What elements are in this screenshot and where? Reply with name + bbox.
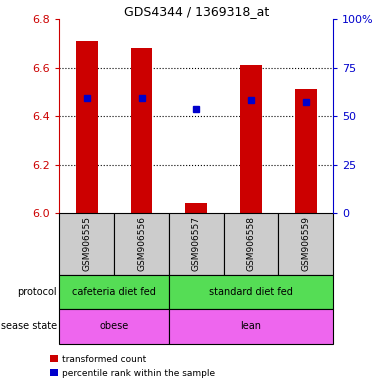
Text: GSM906558: GSM906558 xyxy=(247,216,255,271)
Bar xyxy=(169,213,224,275)
Bar xyxy=(295,89,317,213)
Text: obese: obese xyxy=(100,321,129,331)
Bar xyxy=(169,275,333,309)
Bar xyxy=(59,275,169,309)
Bar xyxy=(131,48,152,213)
Text: GSM906555: GSM906555 xyxy=(82,216,91,271)
Bar xyxy=(224,213,278,275)
Text: cafeteria diet fed: cafeteria diet fed xyxy=(72,287,156,297)
Bar xyxy=(59,309,169,344)
Bar xyxy=(59,213,114,275)
Legend: transformed count, percentile rank within the sample: transformed count, percentile rank withi… xyxy=(51,355,215,377)
Bar xyxy=(76,41,98,213)
Bar xyxy=(185,204,207,213)
Text: disease state: disease state xyxy=(0,321,57,331)
Bar xyxy=(278,213,333,275)
Bar xyxy=(240,65,262,213)
Bar xyxy=(114,213,169,275)
Title: GDS4344 / 1369318_at: GDS4344 / 1369318_at xyxy=(124,5,269,18)
Text: GSM906559: GSM906559 xyxy=(301,216,310,271)
Text: lean: lean xyxy=(241,321,262,331)
Text: standard diet fed: standard diet fed xyxy=(209,287,293,297)
Text: GSM906557: GSM906557 xyxy=(192,216,201,271)
Text: protocol: protocol xyxy=(17,287,57,297)
Bar xyxy=(169,309,333,344)
Text: GSM906556: GSM906556 xyxy=(137,216,146,271)
